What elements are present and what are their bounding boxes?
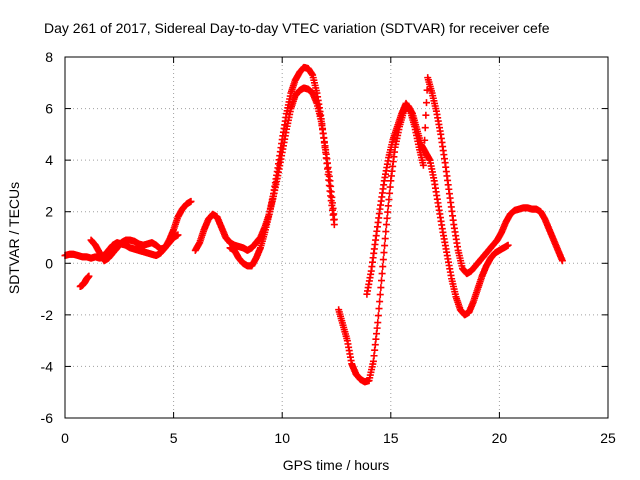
data-point-interp: [384, 202, 392, 210]
y-tick-label: -6: [41, 410, 54, 426]
data-point: [382, 221, 390, 229]
data-point: [187, 197, 195, 205]
chart-title: Day 261 of 2017, Sidereal Day-to-day VTE…: [44, 20, 550, 36]
data-point: [558, 257, 566, 265]
data-point-interp: [380, 249, 388, 257]
data-point-interp: [421, 124, 429, 132]
data-point-interp: [422, 99, 430, 107]
data-point-interp: [381, 235, 389, 243]
data-point: [378, 270, 386, 278]
data-point-interp: [376, 291, 384, 299]
data-point: [504, 241, 512, 249]
grid-lines: [65, 57, 608, 418]
x-tick-label: 0: [61, 430, 69, 446]
data-point: [419, 161, 427, 169]
data-point-interp: [376, 298, 384, 306]
x-tick-label: 5: [170, 430, 178, 446]
data-point-interp: [421, 136, 429, 144]
data-points: [61, 63, 566, 386]
data-point: [330, 221, 338, 229]
data-point-interp: [383, 214, 391, 222]
y-tick-label: 4: [45, 152, 53, 168]
plot-frame: [64, 56, 609, 419]
tick-labels: 0 5 10 15 20 25 -6 -4 -2 0 2 4 6 8: [41, 49, 616, 446]
x-tick-label: 15: [383, 430, 399, 446]
y-tick-label: 2: [45, 204, 53, 220]
data-point: [85, 272, 93, 280]
y-tick-label: 8: [45, 49, 53, 65]
data-point-interp: [386, 183, 394, 191]
data-point: [374, 319, 382, 327]
data-point: [174, 231, 182, 239]
y-tick-label: 6: [45, 101, 53, 117]
data-point-interp: [386, 189, 394, 197]
data-point-interp: [377, 277, 385, 285]
data-point-interp: [422, 111, 430, 119]
x-tick-label: 25: [600, 430, 616, 446]
x-tick-label: 10: [274, 430, 290, 446]
data-point-interp: [382, 228, 390, 236]
data-point-interp: [379, 256, 387, 264]
y-tick-label: -4: [41, 358, 54, 374]
axis-ticks: [64, 56, 609, 419]
y-tick-label: -2: [41, 307, 54, 323]
data-point-interp: [379, 263, 387, 271]
y-tick-label: 0: [45, 255, 53, 271]
data-point-interp: [381, 242, 389, 250]
data-point-interp: [375, 305, 383, 313]
x-axis-label: GPS time / hours: [283, 457, 390, 473]
data-point-interp: [420, 149, 428, 157]
y-axis-label: SDTVAR / TECUs: [6, 182, 22, 294]
data-point-interp: [384, 208, 392, 216]
x-tick-label: 20: [492, 430, 508, 446]
data-point-interp: [374, 312, 382, 320]
data-point-interp: [385, 196, 393, 204]
data-point-interp: [377, 284, 385, 292]
